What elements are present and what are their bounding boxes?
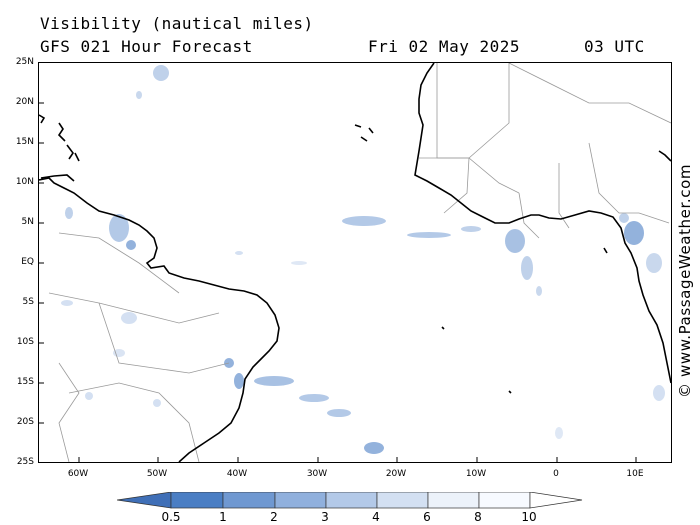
lon-label: 60W (67, 469, 89, 479)
lat-label: 20N (15, 97, 34, 107)
colorbar-label: 6 (423, 510, 431, 524)
lon-label: 10E (626, 469, 644, 479)
lat-label: 5N (21, 217, 34, 227)
colorbar-arrow-low (117, 492, 172, 509)
lat-label: 15N (15, 137, 34, 147)
colorbar-label: 4 (372, 510, 380, 524)
forecast-date: Fri 02 May 2025 (368, 37, 520, 56)
colorbar-segment (325, 492, 378, 509)
lat-label: 25N (15, 57, 34, 67)
colorbar-segment (222, 492, 276, 509)
colorbar (117, 492, 583, 509)
colorbar-segment (170, 492, 224, 509)
lon-label: 10W (465, 469, 487, 479)
forecast-time: 03 UTC (584, 37, 645, 56)
tick-marks (39, 102, 637, 462)
colorbar-segment (427, 492, 480, 509)
model-forecast-title: GFS 021 Hour Forecast (40, 37, 253, 56)
colorbar-label: 1 (219, 510, 227, 524)
lat-label: EQ (21, 257, 34, 267)
lat-label: 10S (16, 337, 34, 347)
colorbar-label: 10 (521, 510, 537, 524)
lon-label: 30W (306, 469, 328, 479)
watermark: © www.PassageWeather.com (676, 163, 694, 398)
map-area (38, 62, 672, 463)
colorbar-segment (478, 492, 531, 509)
visibility-map (38, 62, 672, 463)
lat-label: 15S (16, 377, 34, 387)
lat-label: 20S (16, 417, 34, 427)
colorbar-label: 2 (270, 510, 278, 524)
lon-label: 40W (226, 469, 248, 479)
lon-label: 50W (146, 469, 168, 479)
coastlines (38, 62, 672, 463)
lat-label: 5S (22, 297, 34, 307)
country-borders (48, 62, 672, 463)
lon-label: 20W (385, 469, 407, 479)
lat-label: 25S (16, 457, 34, 467)
colorbar-label: 0.5 (161, 510, 181, 524)
colorbar-segment (274, 492, 327, 509)
low-visibility-areas (61, 65, 665, 454)
lon-label: 0 (553, 469, 559, 479)
colorbar-label: 8 (474, 510, 482, 524)
colorbar-label: 3 (321, 510, 329, 524)
colorbar-arrow-high (529, 492, 583, 509)
variable-title: Visibility (nautical miles) (40, 14, 314, 33)
lat-label: 10N (15, 177, 34, 187)
colorbar-segment (376, 492, 429, 509)
